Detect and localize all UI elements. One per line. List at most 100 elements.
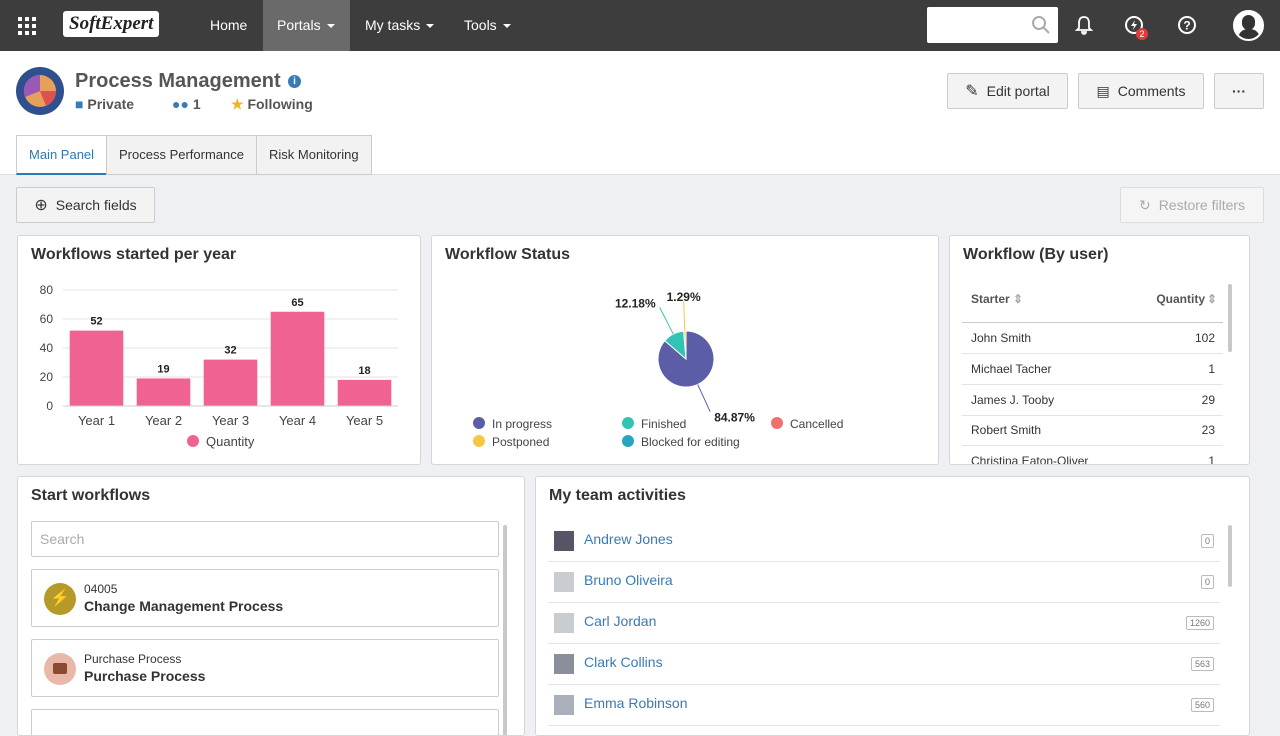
cell: Michael Tacher	[971, 362, 1052, 376]
data-label: 84.87%	[714, 411, 755, 425]
column-header[interactable]: Starter	[971, 292, 1010, 306]
logo[interactable]: SoftExpert	[63, 11, 160, 37]
data-label: 12.18%	[615, 296, 656, 310]
workflow-item[interactable]: Purchase Process Purchase Process	[31, 639, 499, 697]
button-label: Comments	[1117, 83, 1186, 99]
help-icon[interactable]: ?	[1177, 15, 1197, 35]
tab[interactable]: Process Performance	[106, 135, 257, 175]
member-row[interactable]: Clark Collins 563	[548, 644, 1220, 685]
workflow-item[interactable]: ⚡ 04005 Change Management Process	[31, 569, 499, 627]
member-name[interactable]: Andrew Jones	[584, 531, 673, 547]
panel-title: Start workflows	[31, 487, 151, 504]
panel-title: Workflow Status	[445, 246, 571, 263]
cell: Robert Smith	[971, 423, 1042, 437]
legend-label: Blocked for editing	[641, 435, 740, 449]
leader-line	[683, 301, 686, 332]
bar	[203, 359, 258, 406]
legend-swatch	[473, 417, 485, 429]
bell-icon[interactable]	[1074, 15, 1094, 35]
members[interactable]: ●● 1	[172, 96, 201, 112]
bar	[270, 311, 325, 406]
edit-portal-button[interactable]: ✎ Edit portal	[947, 73, 1068, 109]
legend-swatch	[622, 417, 634, 429]
bar-chart: 0 20 40 60 80 Year 1 52 Year 2 19 Year 3 32 Year 4 6…	[40, 283, 398, 449]
legend-label: In progress	[492, 417, 552, 431]
y-tick-label: 20	[40, 370, 54, 384]
nav-home[interactable]: Home	[210, 17, 248, 33]
search-fields-button[interactable]: ⊕ Search fields	[16, 187, 155, 223]
bar	[69, 330, 124, 406]
nav-tools[interactable]: Tools	[450, 0, 525, 51]
avatar	[554, 695, 574, 715]
member-name[interactable]: Carl Jordan	[584, 613, 657, 629]
portal-icon	[16, 67, 64, 115]
workflow-item[interactable]	[31, 709, 499, 735]
data-label: 32	[224, 345, 236, 357]
tab-active[interactable]: Main Panel	[16, 135, 108, 175]
scrollbar[interactable]	[1228, 284, 1232, 352]
member-row[interactable]: Bruno Oliveira 0	[548, 562, 1220, 603]
restore-filters-button[interactable]: ↻ Restore filters	[1120, 187, 1264, 223]
start-workflows-panel: Start workflows Search ⚡ 04005 Change Ma…	[17, 476, 525, 736]
follow[interactable]: ★ Following	[231, 96, 313, 112]
x-tick-label: Year 5	[346, 413, 383, 428]
comments-button[interactable]: ▤ Comments	[1078, 73, 1204, 109]
pie-chart: 84.87% 12.18% 1.29% In progress Finished Canc…	[473, 290, 843, 449]
table-row: Michael Tacher 1	[962, 354, 1223, 385]
tab[interactable]: Risk Monitoring	[256, 135, 372, 175]
panel-title: My team activities	[549, 487, 686, 504]
search-input[interactable]: Search	[31, 521, 499, 557]
button-label: Restore filters	[1158, 197, 1246, 213]
follow-label: Following	[247, 96, 313, 112]
member-name[interactable]: Clark Collins	[584, 654, 663, 670]
top-bar: SoftExpert Home Portals My tasks Tools 2…	[0, 0, 1280, 51]
apps-icon[interactable]	[18, 17, 36, 35]
table-header: Starter ⇕ Quantity ⇕	[962, 284, 1223, 323]
activity-icon[interactable]	[1124, 15, 1144, 35]
bar	[337, 379, 392, 406]
members-count: 1	[192, 96, 201, 112]
privacy-label: Private	[87, 96, 135, 112]
panel-title: Workflow (By user)	[963, 246, 1109, 263]
legend-label: Finished	[641, 417, 686, 431]
info-icon[interactable]: i	[288, 75, 301, 88]
more-button[interactable]: ···	[1214, 73, 1264, 109]
svg-text:?: ?	[1183, 19, 1190, 33]
x-tick-label: Year 2	[145, 413, 182, 428]
member-name[interactable]: Emma Robinson	[584, 695, 688, 711]
data-label: 18	[358, 365, 370, 377]
avatar	[554, 531, 574, 551]
legend-label: Cancelled	[790, 417, 843, 431]
y-tick-label: 80	[40, 283, 54, 297]
x-tick-label: Year 3	[212, 413, 249, 428]
activity-count: 563	[1190, 657, 1214, 671]
activity-count: 560	[1190, 698, 1214, 712]
y-tick-label: 60	[40, 312, 54, 326]
member-row[interactable]: Carl Jordan 1260	[548, 603, 1220, 644]
nav-portals[interactable]: Portals	[263, 0, 350, 51]
nav-label: Tools	[464, 17, 497, 33]
search-icon	[1032, 16, 1050, 34]
portal-title: Process Management	[75, 70, 281, 92]
legend-swatch	[187, 435, 199, 447]
table-row: Christina Eaton-Oliver 1	[962, 446, 1223, 464]
caret	[326, 24, 335, 29]
scrollbar[interactable]	[1228, 525, 1232, 587]
button-label: Edit portal	[986, 83, 1050, 99]
legend-swatch	[473, 435, 485, 447]
nav-tasks[interactable]: My tasks	[351, 0, 448, 51]
member-name[interactable]: Bruno Oliveira	[584, 572, 673, 588]
data-label: 52	[90, 316, 102, 328]
member-row[interactable]: Andrew Jones 0	[548, 521, 1220, 562]
global-search[interactable]	[927, 7, 1058, 43]
column-header[interactable]: Quantity	[1156, 292, 1205, 306]
item-icon: ⚡	[44, 583, 76, 615]
bar-panel: Workflows started per year 0 20 40 60 80 Year…	[17, 235, 421, 465]
scrollbar[interactable]	[503, 525, 507, 735]
cell: 1	[1208, 362, 1215, 376]
user-avatar[interactable]	[1233, 10, 1264, 41]
y-tick-label: 0	[46, 399, 53, 413]
avatar	[554, 654, 574, 674]
nav-label: My tasks	[365, 17, 421, 33]
